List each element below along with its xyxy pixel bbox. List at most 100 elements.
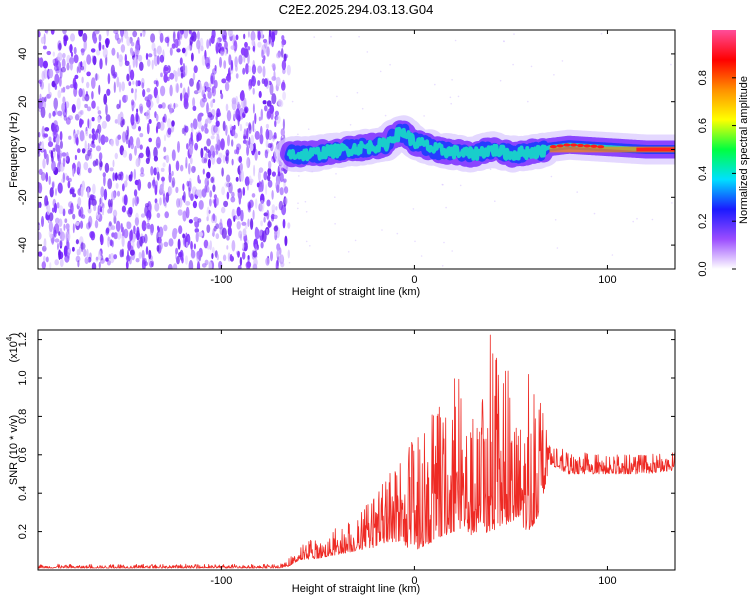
noise-speckle	[99, 206, 103, 213]
noise-speckle	[201, 55, 206, 66]
noise-speckle	[232, 129, 236, 136]
noise-speckle	[651, 218, 654, 221]
noise-speckle	[130, 50, 135, 56]
noise-speckle	[61, 178, 64, 183]
noise-speckle	[141, 82, 145, 89]
noise-speckle	[120, 44, 126, 53]
noise-speckle	[109, 167, 114, 172]
noise-speckle	[59, 131, 63, 141]
noise-speckle	[381, 229, 383, 231]
noise-speckle	[98, 152, 103, 161]
noise-speckle	[203, 93, 207, 100]
noise-speckle	[114, 152, 119, 160]
noise-speckle	[102, 44, 105, 50]
noise-speckle	[163, 73, 168, 83]
noise-speckle	[271, 190, 274, 200]
noise-speckle	[57, 110, 63, 117]
noise-speckle	[105, 227, 110, 234]
noise-speckle	[235, 34, 239, 41]
noise-speckle	[43, 149, 47, 160]
noise-speckle	[210, 124, 216, 136]
noise-speckle	[200, 37, 204, 49]
noise-speckle	[159, 197, 162, 206]
noise-speckle	[190, 131, 193, 142]
noise-speckle	[158, 104, 163, 109]
noise-speckle	[193, 216, 199, 222]
noise-speckle	[276, 52, 281, 59]
noise-speckle	[266, 108, 272, 119]
noise-speckle	[190, 35, 195, 41]
noise-speckle	[210, 176, 214, 183]
noise-speckle	[45, 172, 49, 182]
noise-speckle	[48, 212, 54, 222]
noise-speckle	[62, 157, 66, 168]
noise-speckle	[128, 81, 132, 86]
noise-speckle	[72, 223, 75, 234]
noise-speckle	[182, 183, 185, 192]
noise-speckle	[74, 74, 79, 80]
noise-speckle	[190, 240, 193, 250]
noise-speckle	[457, 95, 460, 98]
noise-speckle	[230, 59, 234, 71]
noise-speckle	[128, 139, 131, 149]
noise-speckle	[268, 32, 271, 45]
noise-speckle	[49, 262, 52, 269]
noise-speckle	[206, 206, 210, 218]
noise-speckle	[226, 218, 232, 229]
noise-speckle	[242, 251, 246, 260]
noise-speckle	[121, 235, 125, 248]
noise-speckle	[156, 45, 162, 55]
noise-speckle	[207, 112, 213, 118]
noise-speckle	[236, 215, 241, 220]
noise-speckle	[78, 209, 82, 217]
noise-speckle	[275, 259, 279, 269]
noise-speckle	[191, 52, 194, 62]
noise-speckle	[48, 175, 51, 185]
noise-speckle	[80, 186, 84, 198]
noise-speckle	[126, 36, 131, 47]
noise-speckle	[264, 149, 269, 159]
noise-speckle	[423, 115, 425, 117]
noise-speckle	[221, 227, 227, 239]
noise-speckle	[40, 106, 46, 119]
noise-speckle	[72, 168, 75, 177]
noise-speckle	[146, 210, 152, 221]
noise-speckle	[253, 164, 256, 177]
noise-speckle	[226, 191, 230, 200]
noise-speckle	[443, 241, 445, 244]
noise-speckle	[38, 142, 41, 154]
colorbar-tick-label: 0.6	[697, 118, 709, 133]
spectrogram-x-ticks: -100 0 100	[210, 30, 617, 286]
noise-speckle	[284, 197, 288, 205]
noise-speckle	[131, 99, 135, 106]
noise-speckle	[220, 138, 225, 151]
noise-speckle	[105, 103, 108, 116]
noise-speckle	[39, 93, 42, 101]
noise-speckle	[42, 245, 47, 252]
snr-y-tick-label: 1.2	[17, 332, 29, 347]
noise-speckle	[116, 190, 121, 197]
noise-speckle	[181, 195, 185, 201]
snr-x-label: Height of straight line (km)	[292, 583, 420, 595]
spectrogram-y-tick-label: 40	[17, 48, 29, 60]
noise-speckle	[54, 73, 60, 85]
noise-speckle	[238, 230, 243, 239]
noise-speckle	[38, 251, 43, 257]
noise-speckle	[201, 188, 207, 198]
noise-speckle	[43, 255, 46, 262]
noise-speckle	[671, 202, 673, 204]
noise-speckle	[50, 30, 55, 35]
noise-speckle	[185, 201, 191, 206]
noise-speckle	[210, 135, 215, 140]
noise-speckle	[197, 218, 202, 223]
noise-speckle	[180, 72, 184, 79]
noise-speckle	[221, 78, 227, 84]
noise-speckle	[254, 228, 260, 240]
noise-speckle	[243, 33, 246, 40]
noise-speckle	[226, 73, 232, 83]
noise-speckle	[263, 216, 266, 223]
noise-speckle	[215, 120, 220, 127]
noise-speckle	[139, 144, 143, 150]
noise-speckle	[63, 223, 66, 231]
noise-speckle	[162, 116, 166, 123]
